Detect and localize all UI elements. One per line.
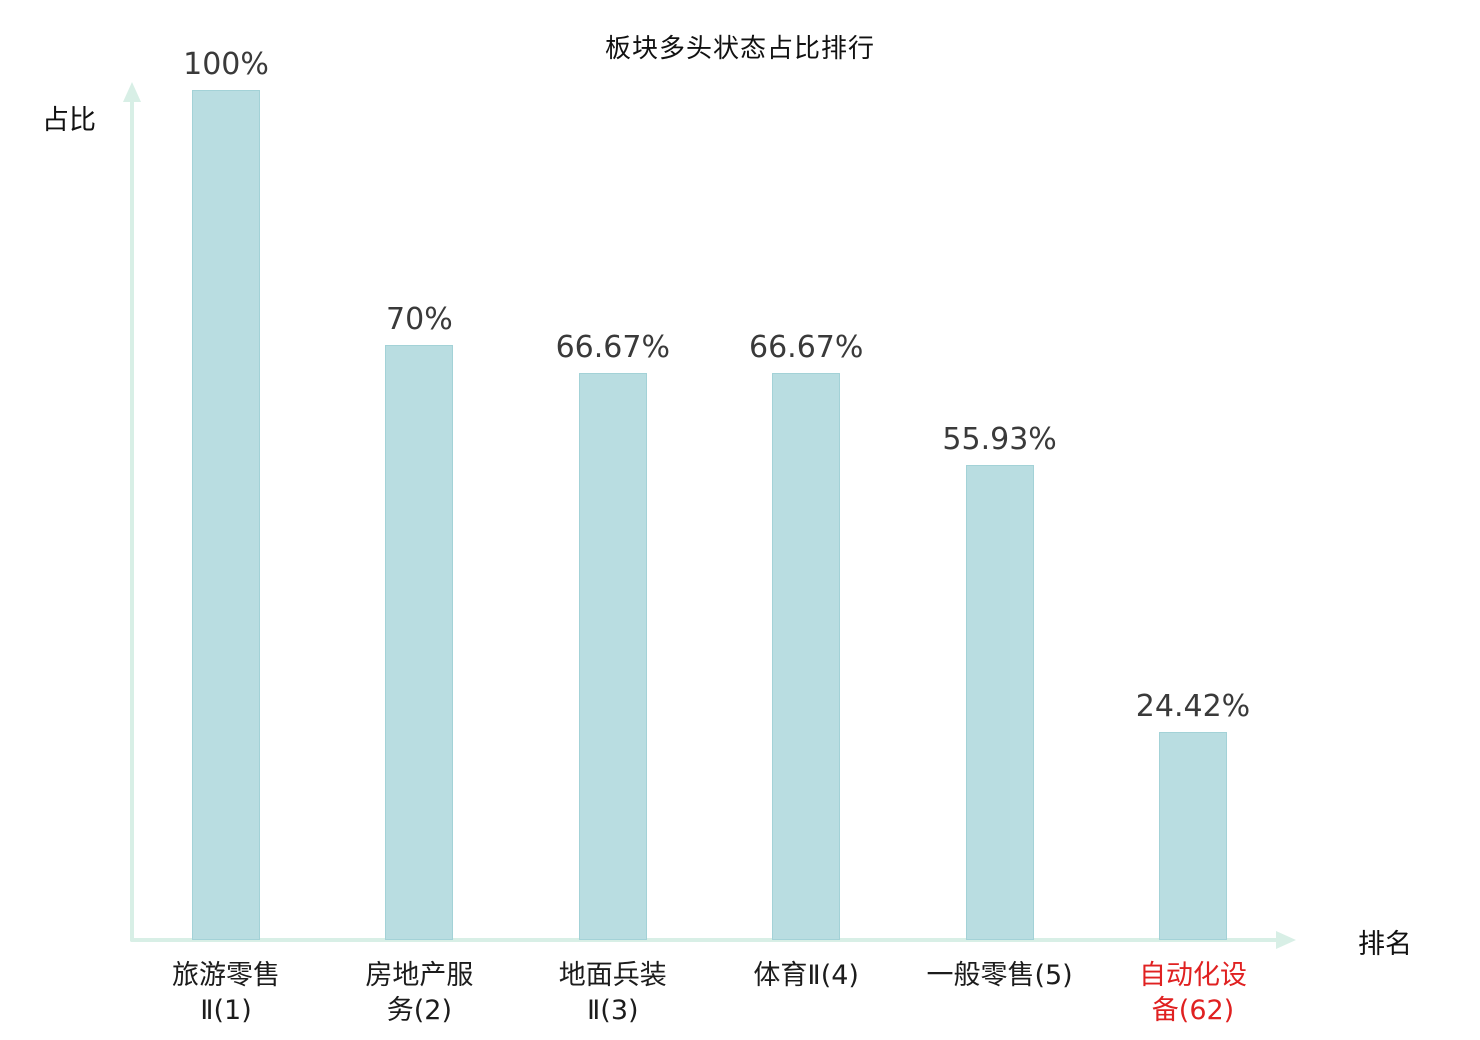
bar: [772, 373, 841, 940]
bar-group: 70% 房地产服 务(2): [329, 302, 509, 1026]
x-axis-label: 排名: [1358, 929, 1412, 960]
bar-category-label: 地面兵装 Ⅱ(3): [558, 960, 667, 1027]
bar-group: 55.93% 一般零售(5): [910, 421, 1090, 991]
bar-group: 66.67% 地面兵装 Ⅱ(3): [523, 330, 703, 1026]
bar-group: 66.67% 体育Ⅱ(4): [716, 330, 896, 991]
bar-group: 24.42% 自动化设 备(62): [1103, 689, 1283, 1026]
bar-category-label: 一般零售(5): [926, 960, 1073, 991]
chart-title: 板块多头状态占比排行: [604, 34, 875, 64]
y-axis-label: 占比: [42, 105, 96, 136]
bar: [385, 345, 454, 940]
bar-value-label: 24.42%: [1135, 689, 1251, 725]
bar-value-label: 66.67%: [555, 330, 670, 366]
bar: [192, 90, 260, 940]
bar-value-label: 55.93%: [942, 421, 1057, 457]
bar-value-label: 100%: [183, 47, 269, 82]
bar-category-label: 体育Ⅱ(4): [753, 960, 859, 991]
bar-category-label: 旅游零售 Ⅱ(1): [172, 960, 280, 1027]
bar-group: 100% 旅游零售 Ⅱ(1): [136, 47, 316, 1026]
bar-category-label: 房地产服 务(2): [365, 960, 474, 1027]
bar-value-label: 66.67%: [748, 330, 864, 366]
bar: [578, 373, 647, 940]
bar-value-label: 70%: [386, 302, 453, 337]
bar: [965, 464, 1034, 940]
bar-category-label: 自动化设 备(62): [1139, 960, 1247, 1027]
bar: [1159, 732, 1227, 940]
